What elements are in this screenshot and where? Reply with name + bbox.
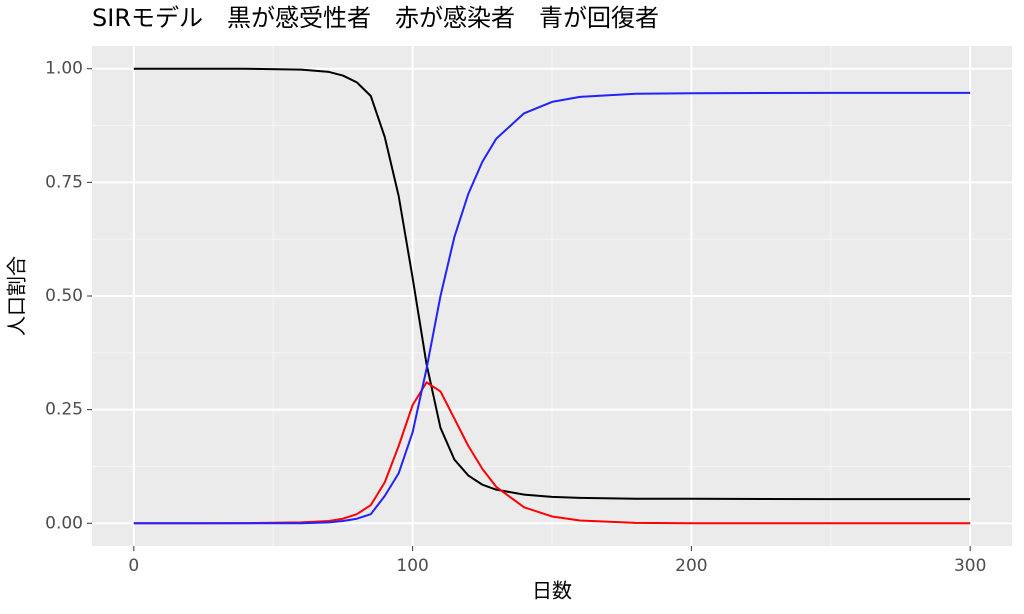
y-tick-label: 0.00 — [45, 513, 83, 533]
x-tick-label: 200 — [675, 556, 707, 576]
y-tick-label: 0.75 — [45, 172, 83, 192]
x-tick-label: 100 — [396, 556, 428, 576]
x-axis-label: 日数 — [532, 579, 572, 603]
y-tick-label: 1.00 — [45, 59, 83, 79]
series-line — [133, 91, 971, 525]
y-tick-label: 0.25 — [45, 400, 83, 420]
x-tick-label: 0 — [128, 556, 139, 576]
series-line — [133, 67, 971, 501]
x-tick-label: 300 — [954, 556, 986, 576]
y-axis-label: 人口割合 — [5, 256, 29, 336]
y-tick-label: 0.50 — [45, 286, 83, 306]
series-line — [133, 381, 971, 525]
chart-title: SIRモデル 黒が感受性者 赤が感染者 青が回復者 — [92, 4, 659, 32]
